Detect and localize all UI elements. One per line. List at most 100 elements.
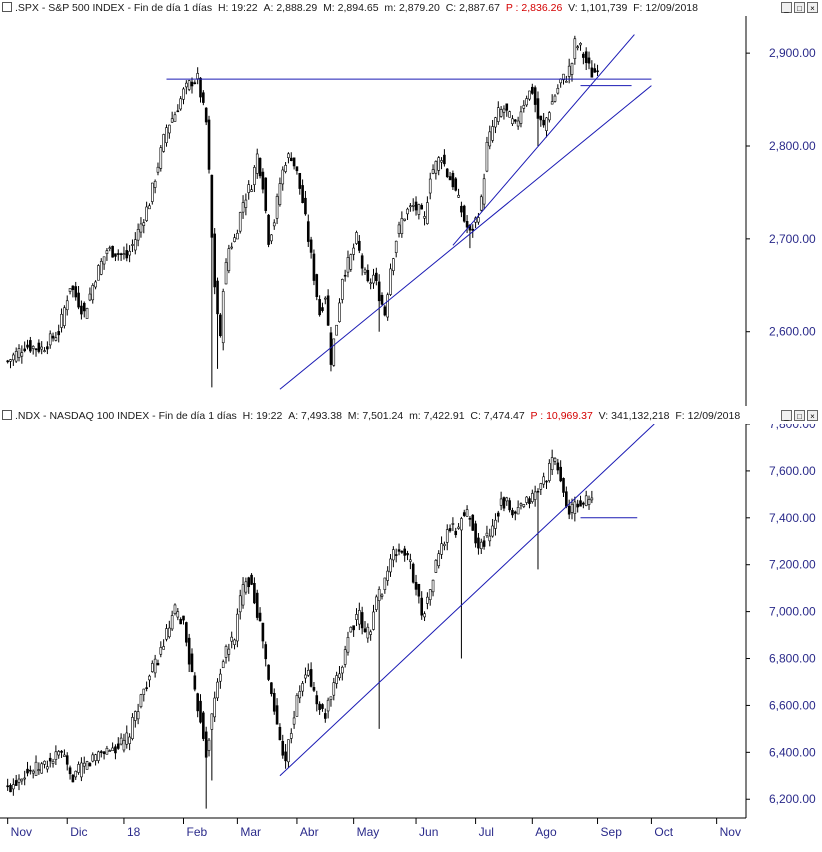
candle-up [63, 754, 66, 757]
candle-down [471, 228, 475, 231]
candle-down [312, 687, 316, 691]
candle-down [513, 119, 517, 122]
candle-down [579, 500, 582, 507]
candle-up [332, 682, 336, 696]
ndx-minimize-button[interactable]: _ [781, 410, 792, 421]
candle-down [462, 205, 466, 222]
trendline[interactable] [279, 424, 655, 777]
candle-up [179, 98, 182, 110]
candle-down [176, 110, 180, 113]
candle-down [204, 731, 208, 758]
candle-down [74, 286, 78, 298]
candle-up [355, 232, 358, 244]
x-tick-label: Jun [419, 825, 438, 839]
spx-chart[interactable]: 2,600.00 2,700.00 2,800.00 2,900.00 [0, 16, 822, 406]
candle-down [531, 86, 534, 94]
candle-up [431, 579, 435, 593]
spx-panel-checkbox[interactable] [2, 2, 12, 12]
candle-up [255, 153, 259, 174]
candle-up [173, 114, 177, 122]
candle-up [159, 647, 163, 655]
candle-up [91, 285, 95, 301]
candle-up [9, 359, 12, 362]
candle-down [298, 172, 302, 189]
candle-down [116, 743, 120, 749]
ndx-panel-checkbox[interactable] [2, 410, 12, 420]
candle-down [513, 511, 517, 514]
candle-up [284, 164, 287, 172]
candle-down [46, 346, 49, 350]
candle-up [37, 769, 41, 771]
trendline[interactable] [452, 34, 635, 246]
candle-down [582, 502, 585, 505]
candle-down [380, 294, 384, 305]
candle-down [477, 537, 480, 549]
ndx-min-label: m: [409, 410, 421, 422]
spx-maximize-button[interactable]: □ [794, 2, 805, 13]
candle-up [338, 673, 341, 679]
candle-down [400, 550, 404, 553]
candle-up [400, 218, 404, 235]
candle-down [82, 302, 86, 312]
ndx-c-label: C: [470, 410, 481, 422]
candle-up [80, 762, 83, 778]
candle-up [51, 761, 55, 764]
candle-up [372, 274, 375, 284]
candle-down [247, 577, 251, 588]
candle-down [587, 57, 591, 64]
candle-up [227, 248, 231, 272]
spx-window-controls: _ □ × [781, 2, 818, 13]
candle-down [468, 517, 472, 520]
candle-up [434, 560, 438, 573]
candle-down [77, 292, 80, 308]
candle-up [221, 291, 225, 344]
candle-up [40, 346, 44, 350]
candle-up [108, 247, 112, 250]
candle-up [403, 218, 406, 221]
ndx-v-value: 341,132,218 [611, 410, 670, 422]
candle-down [593, 68, 596, 73]
candle-down [451, 172, 455, 188]
ndx-name: NASDAQ 100 INDEX [49, 410, 150, 422]
ndx-chart[interactable]: 6,200.00 6,400.00 6,600.00 6,800.00 7,000.00… [0, 424, 822, 852]
candle-up [394, 240, 398, 253]
candle-up [43, 760, 46, 765]
candle-up [553, 95, 557, 102]
candle-up [392, 258, 395, 271]
spx-p-value: 2,836.26 [521, 2, 563, 14]
candle-up [253, 167, 256, 185]
candle-down [306, 221, 310, 242]
spx-f-value: 12/09/2018 [645, 2, 698, 14]
candles [6, 449, 594, 809]
candle-down [559, 466, 562, 482]
spx-minimize-button[interactable]: _ [781, 2, 792, 13]
candle-up [502, 108, 506, 113]
candle-up [230, 636, 234, 642]
candle-up [335, 324, 338, 336]
candle-up [567, 65, 571, 77]
candle-down [187, 637, 191, 665]
candle-down [216, 280, 219, 315]
candle-down [366, 270, 370, 282]
ndx-maximize-button[interactable]: □ [794, 410, 805, 421]
candle-up [122, 253, 126, 255]
x-tick-label: Sep [601, 825, 623, 839]
candle-down [210, 174, 214, 238]
candle-up [111, 747, 114, 752]
ndx-window-controls: _ □ × [781, 410, 818, 421]
candle-down [29, 769, 32, 772]
candle-up [60, 313, 63, 328]
candle-up [457, 194, 460, 198]
ndx-close-button[interactable]: × [807, 410, 818, 421]
candle-down [264, 177, 268, 211]
candle-down [383, 306, 387, 316]
candle-up [185, 82, 188, 88]
candle-up [122, 740, 126, 751]
x-tick-label: Abr [300, 825, 319, 839]
y-tick-label: 2,700.00 [769, 232, 816, 246]
candle-up [241, 584, 245, 606]
trendline[interactable] [279, 85, 652, 390]
spx-close-button[interactable]: × [807, 2, 818, 13]
candle-up [20, 778, 24, 782]
candle-down [80, 305, 83, 315]
